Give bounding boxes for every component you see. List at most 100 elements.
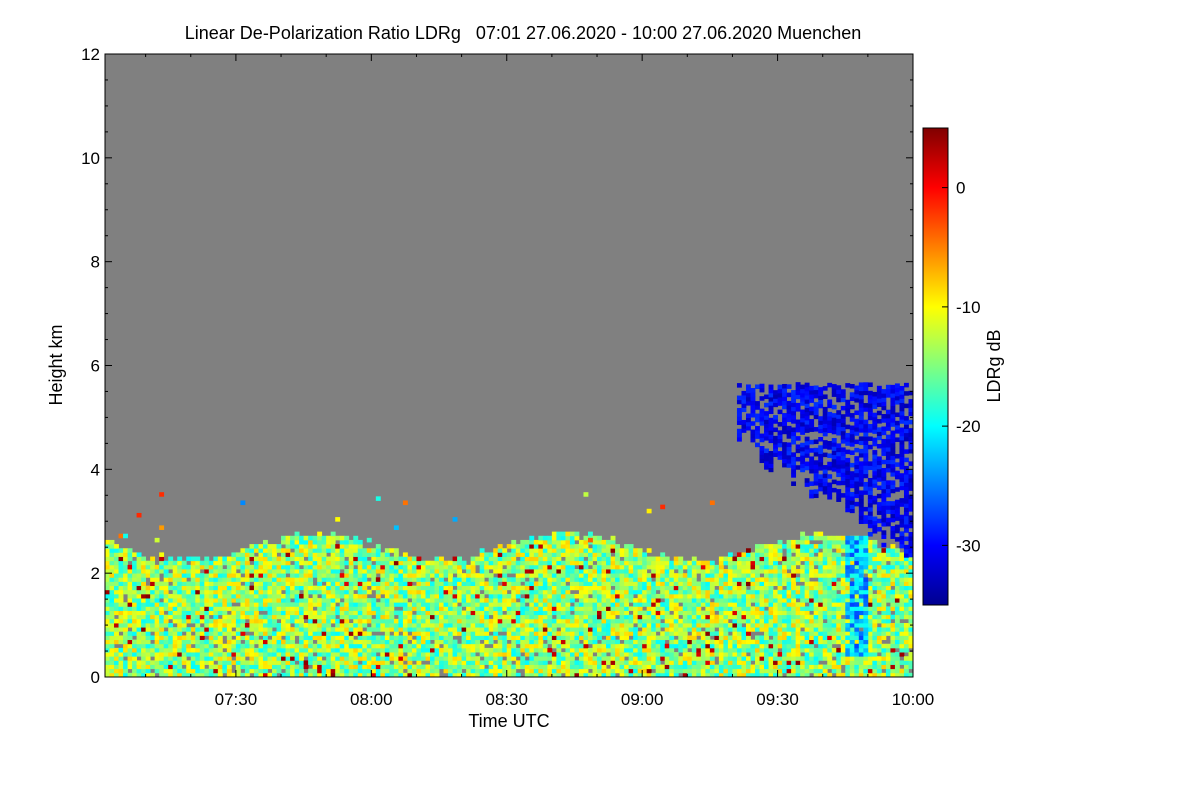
heatmap-cell <box>217 668 223 674</box>
heatmap-cell <box>587 627 593 632</box>
heatmap-cell <box>597 548 602 553</box>
heatmap-cell <box>258 602 264 607</box>
heatmap-cell <box>727 560 733 566</box>
heatmap-cell <box>542 598 548 603</box>
heatmap-cell <box>569 598 575 603</box>
heatmap-cell <box>475 623 481 628</box>
heatmap-cell <box>375 552 381 557</box>
heatmap-cell <box>520 623 526 628</box>
heatmap-cell <box>633 548 639 553</box>
heatmap-cell <box>714 598 720 603</box>
heatmap-cell <box>696 639 702 645</box>
heatmap-cell <box>646 610 652 616</box>
heatmap-cell <box>529 635 535 641</box>
heatmap-cell <box>538 639 544 645</box>
heatmap-cell <box>682 652 688 657</box>
heatmap-cell <box>764 598 769 603</box>
heatmap-cell <box>511 639 517 645</box>
heatmap-cell <box>610 539 616 545</box>
heatmap-cell <box>565 564 571 570</box>
heatmap-cell <box>488 647 494 653</box>
heatmap-cell <box>213 564 219 570</box>
heatmap-cell <box>795 643 801 649</box>
heatmap-cell <box>389 672 395 677</box>
heatmap-cell <box>560 560 566 566</box>
heatmap-cell <box>809 631 815 636</box>
heatmap-cell <box>434 672 440 677</box>
heatmap-cell <box>267 556 273 562</box>
heatmap-cell <box>411 556 417 562</box>
heatmap-cell <box>822 602 828 607</box>
heatmap-cell <box>597 660 602 665</box>
heatmap-cell <box>768 564 774 570</box>
heatmap-cell <box>560 564 566 570</box>
heatmap-cell <box>646 614 652 620</box>
heatmap-cell <box>515 660 521 665</box>
heatmap-cell <box>587 610 593 616</box>
heatmap-cell <box>574 548 580 553</box>
heatmap-cell <box>411 668 417 674</box>
heatmap-cell <box>714 569 720 574</box>
heatmap-cell <box>736 627 742 632</box>
heatmap-cell <box>745 627 751 632</box>
heatmap-cell <box>538 672 544 677</box>
heatmap-cell <box>439 560 444 566</box>
heatmap-cell <box>619 664 625 670</box>
heatmap-cell <box>154 614 160 620</box>
heatmap-cell <box>434 618 440 624</box>
heatmap-cell <box>353 647 359 653</box>
heatmap-cell <box>551 560 557 566</box>
heatmap-cell <box>655 618 661 624</box>
heatmap-cell <box>402 552 408 557</box>
heatmap-cell <box>773 627 778 632</box>
heatmap-cell <box>529 585 535 591</box>
heatmap-cell <box>655 635 661 641</box>
heatmap-cell <box>660 647 666 653</box>
heatmap-cell <box>592 664 598 670</box>
heatmap-cell <box>624 623 630 628</box>
heatmap-cell <box>678 598 684 603</box>
heatmap-cell <box>272 664 277 670</box>
heatmap-cell <box>664 606 670 611</box>
heatmap-cell <box>493 610 499 616</box>
heatmap-cell <box>786 556 792 562</box>
heatmap-cell <box>127 610 133 616</box>
heatmap-cell <box>583 544 589 549</box>
heatmap-cell <box>813 623 819 628</box>
heatmap-cell <box>696 606 702 611</box>
heatmap-cell <box>177 631 183 636</box>
heatmap-cell <box>281 569 286 574</box>
heatmap-cell <box>642 614 648 620</box>
heatmap-cell <box>497 643 503 649</box>
heatmap-cell <box>362 569 368 574</box>
heatmap-cell <box>601 593 607 599</box>
heatmap-cell <box>420 581 426 587</box>
heatmap-cell <box>348 556 354 562</box>
heatmap-cell <box>159 631 165 636</box>
heatmap-cell <box>854 598 860 603</box>
heatmap-cell <box>836 627 842 632</box>
heatmap-cell <box>827 614 833 620</box>
heatmap-cell <box>732 560 738 566</box>
heatmap-cell <box>827 544 833 549</box>
heatmap-cell <box>813 627 819 632</box>
heatmap-cell <box>795 623 801 628</box>
heatmap-cell <box>213 614 219 620</box>
heatmap-cell <box>809 647 815 653</box>
heatmap-cell <box>136 602 142 607</box>
heatmap-cell <box>727 573 733 578</box>
heatmap-cell <box>520 656 526 661</box>
heatmap-cell <box>578 652 584 657</box>
heatmap-cell <box>795 577 801 582</box>
heatmap-cell <box>700 618 706 624</box>
heatmap-cell <box>258 614 264 620</box>
heatmap-cell <box>836 602 842 607</box>
heatmap-cell <box>624 548 630 553</box>
heatmap-cell <box>524 552 530 557</box>
heatmap-cell <box>402 606 408 611</box>
heatmap-cell <box>123 610 128 616</box>
heatmap-cell <box>475 560 481 566</box>
heatmap-cell <box>114 672 119 677</box>
heatmap-cell <box>172 627 178 632</box>
heatmap-cell <box>290 639 295 645</box>
